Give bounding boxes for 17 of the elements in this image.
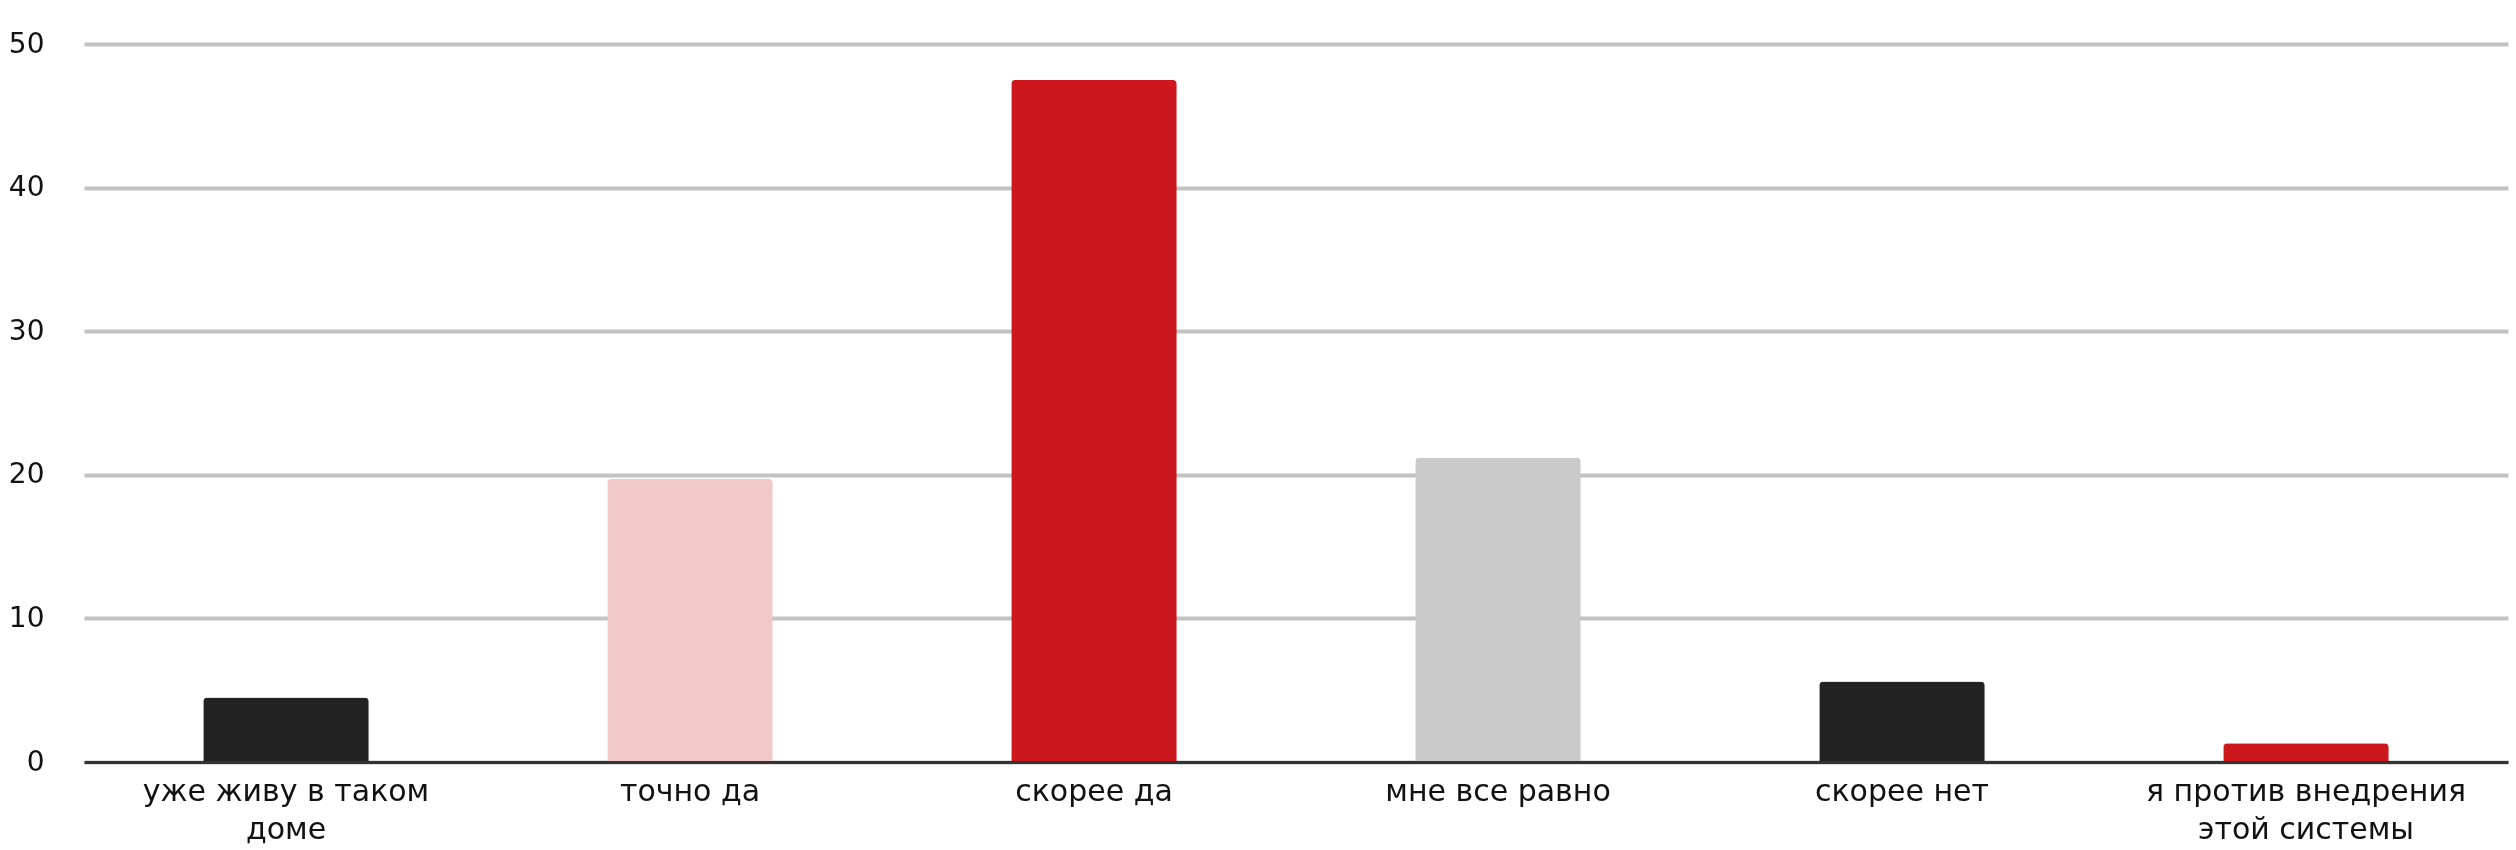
bar	[1011, 79, 1177, 762]
x-tick-label: скорее да	[1015, 772, 1173, 808]
x-tick-label: мне все равно	[1385, 772, 1611, 808]
y-tick-label: 10	[8, 600, 45, 634]
bar	[2223, 743, 2389, 762]
x-tick-label: уже живу в таком доме	[142, 772, 430, 846]
y-tick-label: 20	[8, 457, 45, 491]
bar	[203, 697, 369, 762]
x-tick-label: я против внедрения этой системы	[2146, 772, 2466, 846]
y-tick-label: 30	[8, 313, 45, 347]
x-tick-label: скорее нет	[1814, 772, 1990, 808]
y-tick-label: 50	[8, 26, 45, 60]
y-tick-label: 40	[8, 170, 45, 204]
bar	[1819, 681, 1985, 762]
x-tick-label: точно да	[619, 772, 761, 808]
bar	[607, 479, 773, 762]
y-tick-label: 0	[26, 744, 45, 778]
